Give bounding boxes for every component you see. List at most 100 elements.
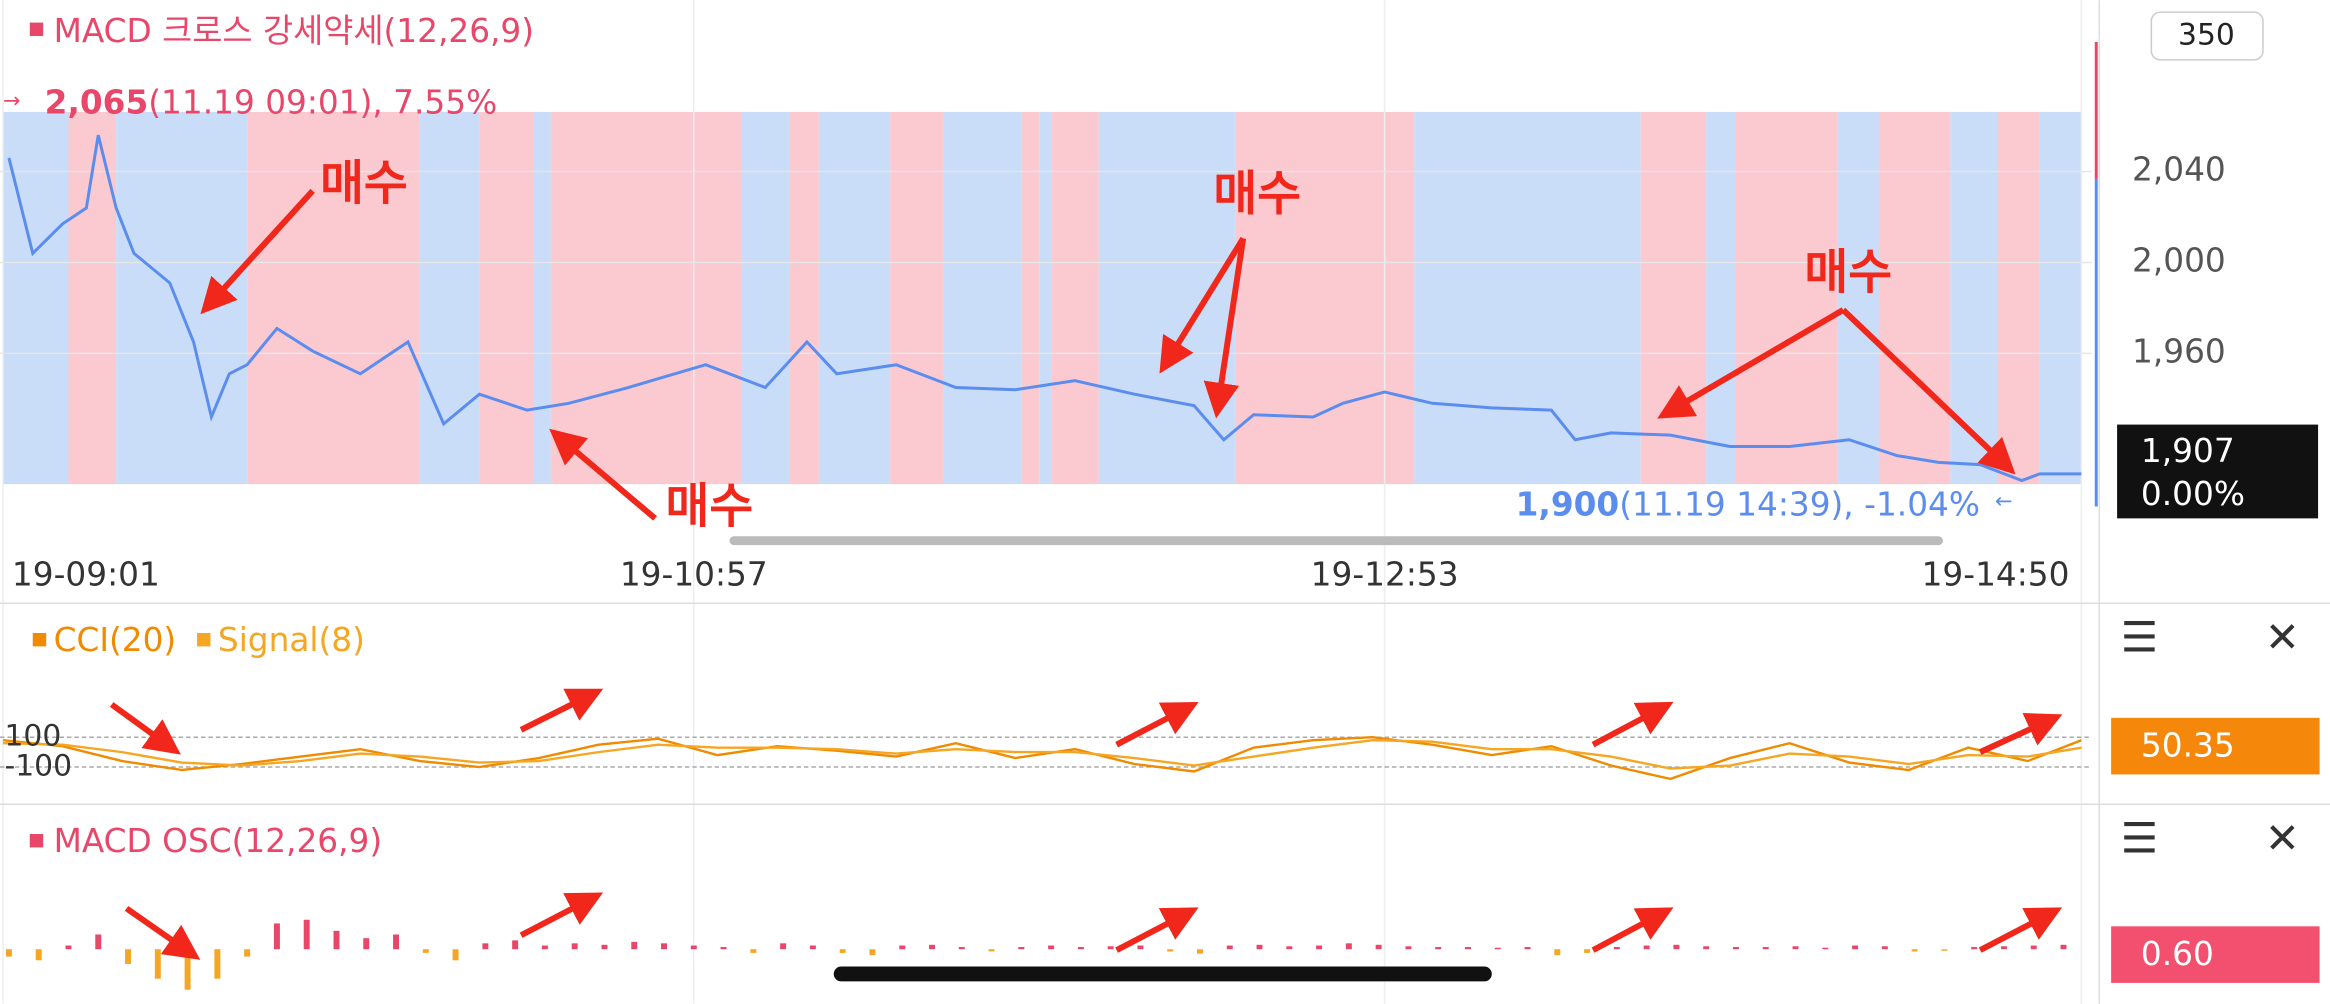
level-label: -100 [4,749,72,784]
zoom-count[interactable]: 350 [2178,17,2235,52]
osc-bar [244,949,251,957]
signal-region [1706,111,1736,485]
signal-region [1098,111,1236,485]
osc-bar [1881,946,1888,950]
legend-label: Signal(8) [218,621,365,659]
signal-region [1051,111,1099,485]
osc-bar [2060,944,2067,950]
osc-bar [273,923,280,950]
macd-value-box [2111,926,2320,983]
osc-bar [5,949,12,957]
current-change: 0.00% [2141,475,2245,513]
osc-bar [809,945,816,950]
osc-bar [1464,947,1471,950]
osc-bar [363,938,370,950]
close-icon[interactable]: ✕ [2265,612,2300,661]
osc-bar [393,934,400,950]
signal-region [2039,111,2082,485]
macd-value: 0.60 [2141,935,2214,973]
line-series [2,739,2082,770]
scrollbar[interactable] [729,536,1943,546]
osc-bar [1613,947,1620,950]
osc-bar [988,949,995,952]
annotation-arrow [1841,307,2016,475]
annotation-arrow [109,702,181,755]
osc-bar [1852,945,1859,950]
zoom-button[interactable] [2150,11,2264,61]
cci-value-box [2111,717,2320,775]
signal-region [943,111,1022,485]
signal-region [247,111,420,485]
osc-bar [1375,944,1382,950]
osc-bar [512,940,519,950]
x-tick-label: 19-14:50 [1922,555,2070,593]
osc-bar [1941,949,1948,951]
line-series [7,134,2082,483]
osc-bar [1345,943,1352,950]
annotation-arrow [1978,907,2063,953]
osc-bar [35,949,42,961]
annotation-arrow [1159,236,1246,374]
signal-region [741,111,790,485]
osc-bar [452,949,459,961]
low-label: 1,900(11.19 14:39), -1.04% [1516,485,1980,523]
osc-bar [899,945,906,950]
x-tick-label: 19-09:01 [12,555,160,593]
osc-bar [750,949,757,953]
osc-bar [1077,947,1084,950]
current-price: 1,907 [2141,432,2235,470]
annotation-arrow [549,428,658,521]
osc-bar [2030,945,2037,950]
high-detail: (11.19 09:01), 7.55% [148,83,497,121]
y-tick-label: 2,040 [2132,151,2226,189]
signal-region [1878,111,1951,485]
osc-bar [154,949,161,979]
menu-icon[interactable]: ☰ [2121,612,2158,661]
annotations: 매수 매수 매수 매수 [109,156,2063,960]
annotation-arrow [1978,713,2063,755]
high-value: 2,065 [45,83,149,121]
high-arrow: → [3,89,20,113]
high-label: 2,065(11.19 09:01), 7.55% [45,83,498,121]
level-label: 100 [4,719,61,754]
osc-bar [1256,944,1263,950]
osc-bar [65,945,72,950]
menu-icon[interactable]: ☰ [2121,813,2158,862]
annotation-arrow [124,906,201,960]
osc-bar [1703,946,1710,950]
signal-region [890,111,944,485]
osc-bar [839,949,846,953]
annotation-arrow [1203,238,1247,419]
y-tick-label: 2,000 [2132,241,2226,279]
osc-bar [1643,945,1650,950]
annotation: 매수 [320,156,408,211]
annotation: 매수 [1213,167,1301,222]
annotation-arrow [1657,307,1845,419]
osc-bar [1971,947,1978,950]
osc-bar [690,945,697,950]
osc-bar [1286,946,1293,950]
osc-bar [422,949,429,953]
cci-value: 50.35 [2141,727,2235,765]
signal-region [419,111,480,485]
osc-bar [929,944,935,950]
osc-bar [1226,945,1233,950]
osc-bar [482,943,489,950]
osc-bar [720,947,727,950]
osc-bar [303,919,310,950]
osc-bar [958,947,965,950]
plot-layer [0,0,2092,1004]
x-tick-label: 19-10:57 [620,555,768,593]
low-value: 1,900 [1516,485,1620,523]
annotation-arrow [200,188,315,315]
current-box [2117,424,2319,519]
close-icon[interactable]: ✕ [2265,813,2300,862]
legend-marker [197,633,211,647]
annotation: 매수 [1804,246,1892,301]
osc-bar [571,943,578,950]
title-marker [29,22,44,36]
osc-bar [333,930,340,950]
signal-region [1950,111,1998,485]
home-indicator [833,966,1492,982]
